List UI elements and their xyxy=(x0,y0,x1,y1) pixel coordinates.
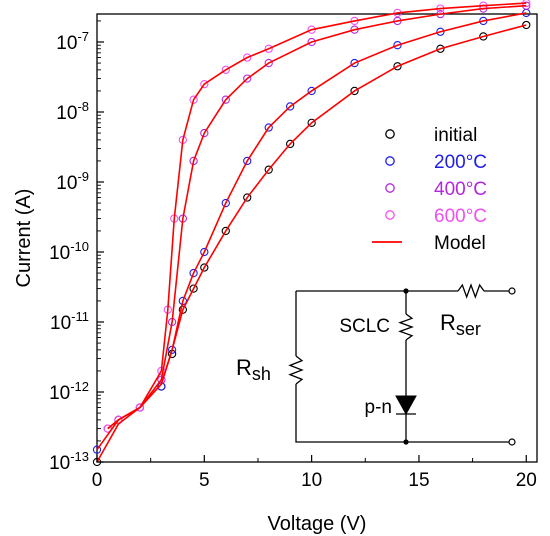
data-point xyxy=(264,44,273,53)
data-point xyxy=(307,37,316,47)
legend-label: 400°C xyxy=(434,179,487,200)
sclc-resistor xyxy=(398,313,414,341)
series-model xyxy=(96,2,527,463)
data-point xyxy=(221,95,230,104)
data-point xyxy=(221,226,230,236)
legend: initial 200°C 400°C 600°C Model xyxy=(372,125,487,254)
model-curve xyxy=(107,4,527,430)
data-point xyxy=(479,32,488,41)
data-point xyxy=(200,128,209,138)
y-tick-label: 10-7 xyxy=(56,29,89,54)
data-point xyxy=(393,62,402,71)
legend-marker xyxy=(385,129,395,139)
data-point xyxy=(178,305,187,314)
legend-label: Model xyxy=(434,233,486,254)
rser-resistor xyxy=(457,283,485,299)
data-point xyxy=(200,263,209,272)
legend-marker xyxy=(385,210,395,220)
model-curve xyxy=(107,2,527,430)
data-point xyxy=(243,156,252,166)
legend-label: 600°C xyxy=(434,206,487,227)
y-tick-label: 10-10 xyxy=(49,239,89,264)
data-point xyxy=(200,247,209,257)
data-point xyxy=(286,102,295,111)
data-point xyxy=(286,139,295,149)
terminal-bottom xyxy=(508,438,516,446)
axes-layer: 0 5 10 15 20 10-13 10-12 10-11 10-10 10-9 10-8 10-7… xyxy=(13,20,537,535)
legend-label: 200°C xyxy=(434,152,487,173)
data-point xyxy=(264,165,273,174)
terminal-top xyxy=(508,287,516,295)
x-tick-label: 20 xyxy=(516,470,537,491)
data-point xyxy=(189,284,198,293)
data-point xyxy=(264,123,273,132)
x-tick-label: 15 xyxy=(408,470,429,491)
circuit-wire-left-bottom xyxy=(295,384,509,443)
data-point xyxy=(436,27,445,36)
data-point xyxy=(436,44,445,53)
y-axis-label: Current (A) xyxy=(13,189,35,288)
y-tick-label: 10-13 xyxy=(49,449,89,474)
data-point xyxy=(350,58,359,68)
model-curve xyxy=(96,12,527,451)
series-layer xyxy=(92,0,531,467)
plot-area xyxy=(96,13,538,463)
y-tick-label: 10-11 xyxy=(50,309,89,334)
diode-triangle xyxy=(395,395,417,416)
legend-marker xyxy=(385,183,395,193)
legend-marker xyxy=(385,156,395,166)
sclc-label: SCLC xyxy=(339,316,390,337)
y-tick-label: 10-9 xyxy=(56,169,89,194)
x-tick-label: 10 xyxy=(301,470,322,491)
legend-label: initial xyxy=(434,125,477,146)
y-tick-label: 10-12 xyxy=(49,379,89,404)
rser-label: Rser xyxy=(440,310,481,339)
data-point xyxy=(243,193,252,202)
data-point xyxy=(135,403,145,412)
rsh-label: Rsh xyxy=(236,355,271,384)
data-point xyxy=(307,86,316,96)
pn-label: p-n xyxy=(365,397,392,418)
data-point xyxy=(92,445,102,454)
data-point xyxy=(221,65,230,75)
y-tick-label: 10-8 xyxy=(56,99,89,124)
data-point xyxy=(393,41,402,50)
x-tick-label: 5 xyxy=(199,470,210,491)
data-point xyxy=(189,268,198,278)
data-point xyxy=(221,198,230,208)
x-axis-label: Voltage (V) xyxy=(268,513,367,535)
data-point xyxy=(243,74,252,83)
data-point xyxy=(307,118,316,127)
circuit-inset: SCLC p-n Rsh Rser xyxy=(236,283,516,446)
data-point xyxy=(200,79,209,89)
plot-frame xyxy=(96,13,538,463)
data-point xyxy=(189,95,198,104)
data-point xyxy=(264,58,273,68)
x-tick-label: 0 xyxy=(92,470,103,491)
rsh-resistor xyxy=(288,355,304,385)
data-point xyxy=(522,20,531,30)
data-point xyxy=(350,86,359,96)
data-point xyxy=(243,53,252,62)
